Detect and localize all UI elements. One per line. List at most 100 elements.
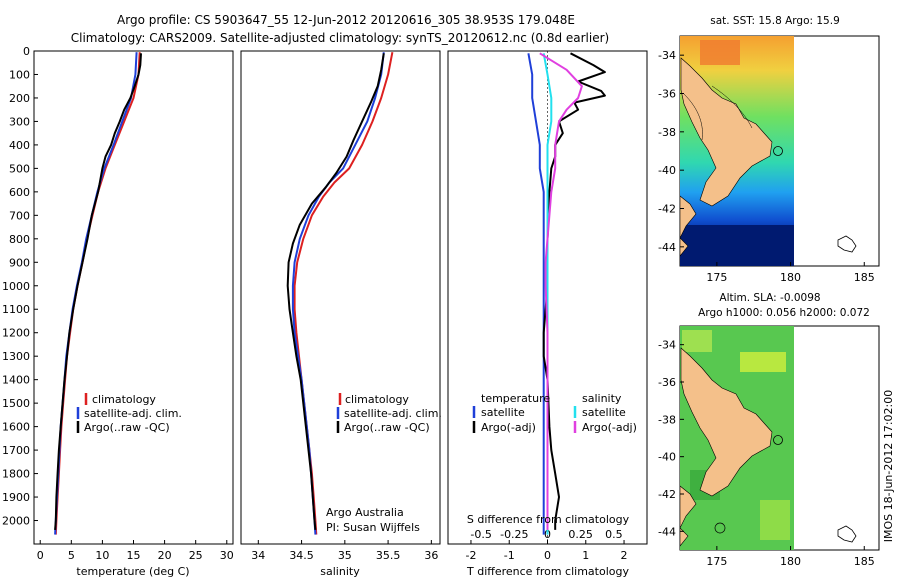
sst-map-title: sat. SST: 15.8 Argo: 15.9 bbox=[710, 15, 840, 27]
y-tick-label: 1200 bbox=[2, 327, 30, 340]
temperature-panel: 0100200300400500600700800900100011001200… bbox=[2, 45, 234, 578]
y-tick-label: 1500 bbox=[2, 397, 30, 410]
salinity-ticks: 34 34.5 35 35.5 36 bbox=[251, 540, 438, 562]
map-x-tick-label: 175 bbox=[706, 555, 727, 568]
legend-heading-salinity: salinity bbox=[582, 392, 622, 405]
map-y-tick-label: -36 bbox=[658, 376, 676, 389]
x-tick-label: -2 bbox=[465, 549, 476, 562]
sst-map-ticks: -34 -36 -38 -40 -42 -44 175 180 185 bbox=[658, 49, 875, 284]
y-tick-label: 800 bbox=[9, 233, 30, 246]
sla-eddy-marker bbox=[714, 522, 726, 534]
difference-ticks: -2 -1 0 1 2-0.5 -0.25 0 0.25 0.5 bbox=[465, 528, 627, 562]
map-y-tick-label: -42 bbox=[658, 488, 676, 501]
y-tick-label: 400 bbox=[9, 139, 30, 152]
y-tick-label: 500 bbox=[9, 162, 30, 175]
y-tick-label: 700 bbox=[9, 209, 30, 222]
series-line-t-satellite bbox=[527, 53, 545, 535]
legend-label-climatology: climatology bbox=[92, 393, 156, 406]
map-y-tick-label: -34 bbox=[658, 49, 676, 62]
x-tick-label: 34 bbox=[251, 549, 265, 562]
side-timestamp: IMOS 18-Jun-2012 17:02:00 bbox=[882, 390, 895, 543]
figure-title-line2: Climatology: CARS2009. Satellite-adjuste… bbox=[71, 31, 609, 45]
temperature-xlabel: temperature (deg C) bbox=[76, 565, 189, 578]
salinity-credit-line2: PI: Susan Wijffels bbox=[326, 521, 420, 534]
salinity-xlabel: salinity bbox=[320, 565, 360, 578]
map-y-tick-label: -38 bbox=[658, 126, 676, 139]
argo-float-marker bbox=[773, 435, 783, 445]
map-x-tick-label: 180 bbox=[780, 271, 801, 284]
y-tick-label: 300 bbox=[9, 115, 30, 128]
chatham-islands bbox=[837, 235, 857, 253]
map-y-tick-label: -34 bbox=[658, 339, 676, 352]
temperature-legend: climatology satellite-adj. clim. Argo(..… bbox=[76, 393, 182, 434]
x-tick-label: 5 bbox=[68, 549, 75, 562]
map-y-tick-label: -42 bbox=[658, 203, 676, 216]
temperature-plot-frame bbox=[33, 50, 234, 545]
legend-label-t-argo: Argo(-adj) bbox=[481, 421, 536, 434]
legend-heading-temperature: temperature bbox=[481, 392, 550, 405]
y-tick-label: 1300 bbox=[2, 350, 30, 363]
sla-patch-4 bbox=[760, 500, 790, 540]
top-tick-label: -0.25 bbox=[500, 528, 528, 541]
y-tick-label: 1100 bbox=[2, 303, 30, 316]
y-tick-label: 2000 bbox=[2, 515, 30, 528]
map-y-tick-label: -40 bbox=[658, 164, 676, 177]
sla-map-title-line1: Altim. SLA: -0.0098 bbox=[719, 292, 820, 304]
map-y-tick-label: -40 bbox=[658, 451, 676, 464]
map-x-tick-label: 185 bbox=[854, 555, 875, 568]
new-zealand-north-island bbox=[680, 347, 773, 497]
salinity-legend: climatology satellite-adj. clim. Argo(..… bbox=[336, 393, 442, 434]
sst-cold-patch bbox=[680, 225, 794, 266]
x-tick-label: 15 bbox=[127, 549, 141, 562]
salinity-lines bbox=[286, 52, 394, 535]
sla-map-title-line2: Argo h1000: 0.056 h2000: 0.072 bbox=[698, 307, 870, 319]
temperature-lines bbox=[54, 52, 142, 535]
sla-map-ticks: -34 -36 -38 -40 -42 -44 175 180 185 bbox=[658, 339, 875, 568]
difference-xlabel: T difference from climatology bbox=[466, 565, 629, 578]
map-y-tick-label: -36 bbox=[658, 88, 676, 101]
map-y-tick-label: -44 bbox=[658, 241, 676, 254]
y-tick-label: 1700 bbox=[2, 444, 30, 457]
new-zealand-north-island bbox=[680, 57, 773, 207]
new-zealand-south-island bbox=[680, 195, 697, 257]
new-zealand-south-island bbox=[680, 485, 697, 547]
figure-title-line1: Argo profile: CS 5903647_55 12-Jun-2012 … bbox=[117, 13, 575, 27]
sst-contour bbox=[683, 85, 753, 141]
top-tick-label: 0.5 bbox=[605, 528, 623, 541]
y-tick-label: 600 bbox=[9, 186, 30, 199]
top-tick-label: 0.25 bbox=[568, 528, 593, 541]
legend-label-t-satellite: satellite bbox=[481, 406, 525, 419]
series-line-s-argo-adj- bbox=[539, 52, 583, 530]
series-line-argo-raw-qc- bbox=[54, 53, 142, 530]
legend-label-argo: Argo(..raw -QC) bbox=[84, 421, 170, 434]
x-tick-label: 0 bbox=[544, 549, 551, 562]
sla-field bbox=[680, 326, 794, 550]
legend-label-satellite: satellite-adj. clim. bbox=[344, 407, 442, 420]
x-tick-label: -1 bbox=[504, 549, 515, 562]
y-tick-label: 1600 bbox=[2, 421, 30, 434]
x-tick-label: 20 bbox=[158, 549, 172, 562]
sla-patch-2 bbox=[740, 352, 786, 372]
legend-label-s-argo: Argo(-adj) bbox=[582, 421, 637, 434]
y-tick-label: 100 bbox=[9, 68, 30, 81]
x-tick-label: 30 bbox=[220, 549, 234, 562]
x-tick-label: 0 bbox=[37, 549, 44, 562]
argo-float-marker bbox=[773, 146, 783, 156]
y-tick-label: 200 bbox=[9, 92, 30, 105]
sst-field bbox=[680, 36, 794, 266]
sst-map-panel: sat. SST: 15.8 Argo: 15.9 -34 -36 -38 -40 -4… bbox=[658, 15, 880, 284]
map-y-tick-label: -44 bbox=[658, 525, 676, 538]
y-tick-label: 0 bbox=[23, 45, 30, 58]
chatham-islands bbox=[837, 525, 857, 543]
temperature-ticks: 0100200300400500600700800900100011001200… bbox=[2, 45, 234, 562]
sla-map-panel: Altim. SLA: -0.0098 Argo h1000: 0.056 h2… bbox=[658, 292, 880, 568]
x-tick-label: 2 bbox=[621, 549, 628, 562]
series-line-argo-raw-qc- bbox=[286, 53, 385, 530]
legend-label-climatology: climatology bbox=[345, 393, 409, 406]
x-tick-label: 36 bbox=[424, 549, 438, 562]
salinity-credit-line1: Argo Australia bbox=[326, 506, 404, 519]
difference-lines bbox=[527, 52, 606, 535]
difference-top-xlabel: S difference from climatology bbox=[467, 513, 630, 526]
y-tick-label: 1900 bbox=[2, 491, 30, 504]
y-tick-label: 1400 bbox=[2, 374, 30, 387]
